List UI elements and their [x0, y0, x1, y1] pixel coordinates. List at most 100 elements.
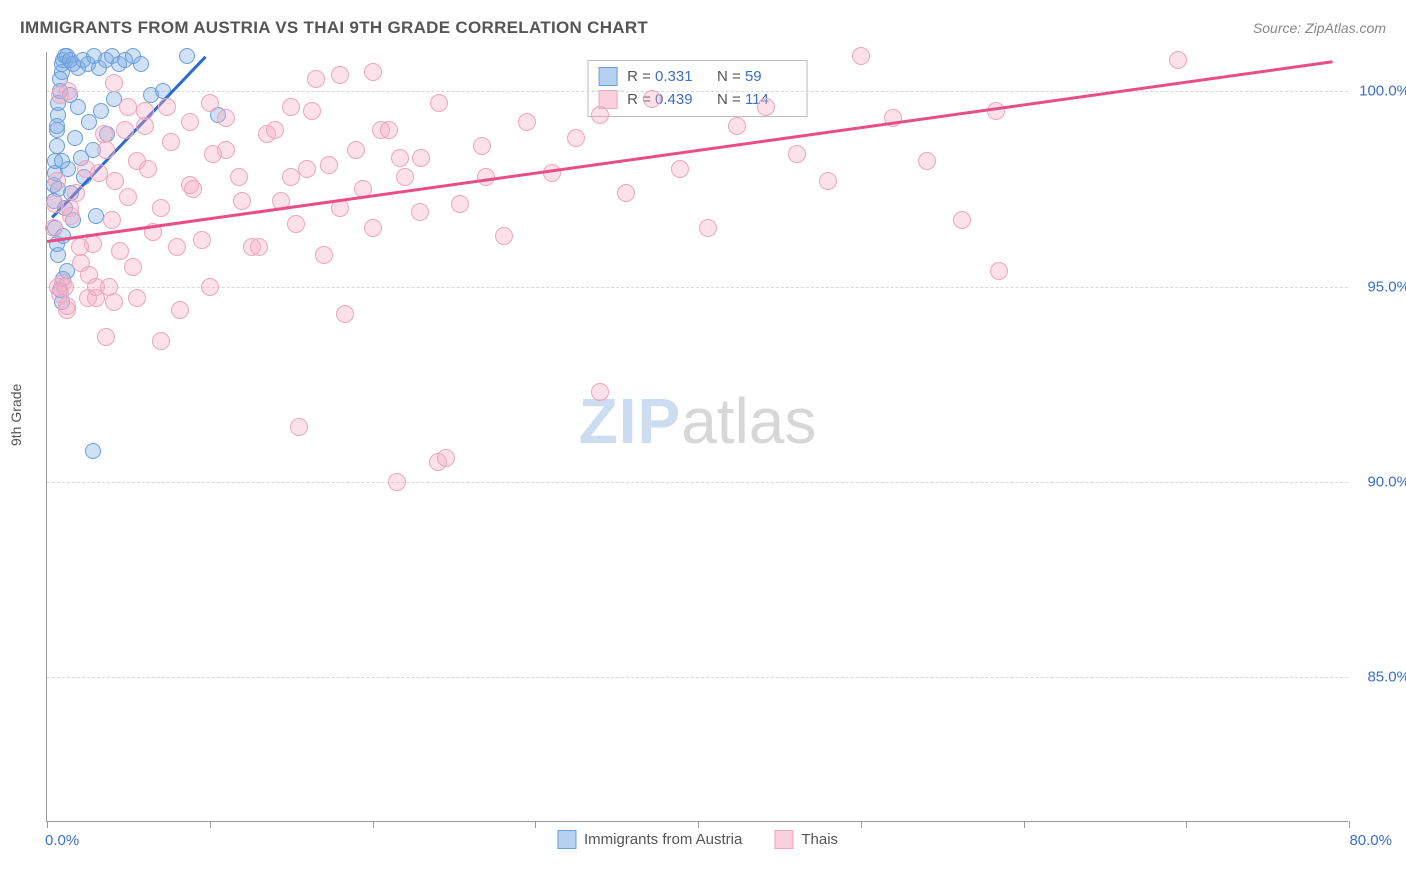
point-thai: [136, 102, 154, 120]
gridline-h: [47, 677, 1348, 678]
point-thai: [380, 121, 398, 139]
y-tick-label: 95.0%: [1367, 278, 1406, 295]
point-thai: [567, 129, 585, 147]
x-tick: [1186, 821, 1187, 828]
point-thai: [233, 192, 251, 210]
point-austria: [50, 247, 66, 263]
point-thai: [1169, 51, 1187, 69]
point-austria: [49, 118, 65, 134]
point-thai: [518, 113, 536, 131]
point-thai: [320, 156, 338, 174]
point-thai: [473, 137, 491, 155]
point-austria: [88, 208, 104, 224]
x-axis-label-min: 0.0%: [45, 832, 79, 849]
point-thai: [103, 211, 121, 229]
point-thai: [411, 203, 429, 221]
point-thai: [495, 227, 513, 245]
point-thai: [430, 94, 448, 112]
bottom-legend-item-austria: Immigrants from Austria: [557, 830, 742, 849]
x-tick: [1349, 821, 1350, 828]
point-austria: [85, 443, 101, 459]
point-thai: [336, 305, 354, 323]
y-tick-label: 100.0%: [1359, 83, 1406, 100]
x-tick: [47, 821, 48, 828]
source-name: ZipAtlas.com: [1305, 20, 1386, 36]
point-thai: [303, 102, 321, 120]
point-thai: [136, 117, 154, 135]
r-value-austria: 0.331: [655, 65, 707, 88]
point-thai: [591, 383, 609, 401]
gridline-h: [47, 287, 1348, 288]
x-tick: [861, 821, 862, 828]
point-thai: [119, 188, 137, 206]
x-tick: [210, 821, 211, 828]
bottom-legend: Immigrants from Austria Thais: [557, 830, 838, 849]
n-label: N =: [717, 68, 745, 85]
point-austria: [179, 48, 195, 64]
point-thai: [201, 278, 219, 296]
source-attribution: Source: ZipAtlas.com: [1253, 20, 1386, 36]
x-tick: [535, 821, 536, 828]
point-thai: [918, 152, 936, 170]
point-austria: [49, 138, 65, 154]
point-thai: [728, 117, 746, 135]
point-thai: [152, 332, 170, 350]
point-thai: [59, 82, 77, 100]
scatter-chart: ZIPatlas R = 0.331 N = 59 R = 0.439 N = …: [46, 52, 1348, 822]
point-thai: [201, 94, 219, 112]
point-thai: [990, 262, 1008, 280]
point-thai: [58, 301, 76, 319]
point-thai: [788, 145, 806, 163]
point-thai: [184, 180, 202, 198]
point-thai: [139, 160, 157, 178]
point-thai: [388, 473, 406, 491]
point-thai: [152, 199, 170, 217]
point-thai: [162, 133, 180, 151]
point-thai: [282, 98, 300, 116]
point-thai: [266, 121, 284, 139]
point-thai: [56, 278, 74, 296]
point-austria: [67, 130, 83, 146]
point-thai: [116, 121, 134, 139]
point-thai: [119, 98, 137, 116]
legend-swatch-blue: [557, 830, 576, 849]
point-thai: [412, 149, 430, 167]
point-thai: [217, 141, 235, 159]
watermark: ZIPatlas: [579, 384, 817, 458]
point-thai: [97, 141, 115, 159]
point-austria: [93, 103, 109, 119]
legend-stats-row-austria: R = 0.331 N = 59: [598, 65, 797, 88]
point-thai: [437, 449, 455, 467]
point-thai: [364, 219, 382, 237]
gridline-h: [47, 482, 1348, 483]
point-thai: [48, 172, 66, 190]
point-thai: [852, 47, 870, 65]
point-thai: [61, 199, 79, 217]
chart-title: IMMIGRANTS FROM AUSTRIA VS THAI 9TH GRAD…: [20, 18, 648, 38]
point-thai: [671, 160, 689, 178]
point-thai: [282, 168, 300, 186]
point-thai: [451, 195, 469, 213]
x-axis-label-max: 80.0%: [1349, 832, 1392, 849]
legend-swatch-pink: [774, 830, 793, 849]
x-tick: [1024, 821, 1025, 828]
point-thai: [543, 164, 561, 182]
n-label: N =: [717, 91, 745, 108]
point-thai: [193, 231, 211, 249]
point-thai: [287, 215, 305, 233]
point-thai: [168, 238, 186, 256]
point-thai: [181, 113, 199, 131]
point-thai: [347, 141, 365, 159]
point-thai: [396, 168, 414, 186]
n-value-austria: 59: [745, 65, 797, 88]
point-thai: [95, 125, 113, 143]
point-thai: [158, 98, 176, 116]
point-thai: [128, 289, 146, 307]
point-thai: [643, 90, 661, 108]
point-thai: [105, 74, 123, 92]
watermark-atlas: atlas: [681, 385, 816, 457]
point-thai: [230, 168, 248, 186]
point-thai: [105, 293, 123, 311]
x-tick: [698, 821, 699, 828]
y-tick-label: 85.0%: [1367, 669, 1406, 686]
